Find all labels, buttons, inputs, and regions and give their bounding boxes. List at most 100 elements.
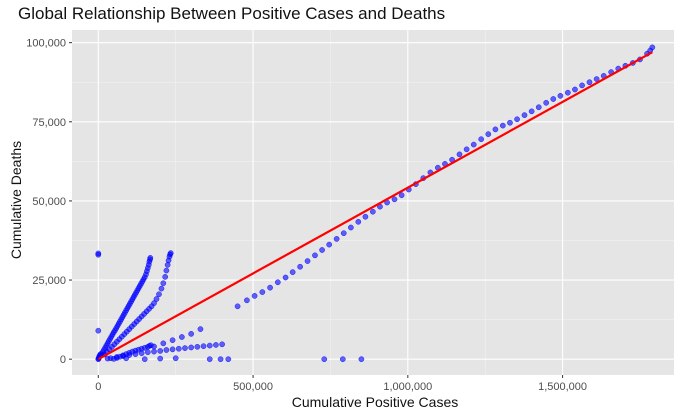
data-point [213, 342, 219, 348]
data-point [156, 291, 162, 298]
data-point [157, 348, 164, 354]
data-point [362, 213, 369, 220]
data-point [348, 224, 354, 231]
data-point [169, 346, 176, 353]
data-point [114, 354, 120, 360]
data-point [151, 343, 157, 350]
data-point [514, 116, 520, 123]
data-point [132, 351, 139, 357]
x-tick-label: 1,500,000 [538, 381, 587, 393]
data-point [162, 274, 169, 280]
data-point [172, 355, 179, 362]
y-tick-label: 25,000 [32, 275, 66, 287]
data-point [104, 355, 111, 362]
data-point [188, 344, 195, 351]
data-point [160, 280, 167, 287]
data-point [485, 131, 492, 137]
data-point [528, 108, 535, 115]
data-point [274, 279, 281, 286]
data-point [369, 208, 376, 215]
data-point [95, 250, 102, 257]
data-point [197, 326, 204, 332]
data-point [267, 284, 273, 291]
data-point [259, 289, 266, 295]
data-point [188, 331, 195, 337]
data-point [521, 112, 528, 118]
data-point [326, 241, 333, 248]
data-point [507, 119, 513, 126]
data-point [147, 255, 154, 261]
data-point [535, 104, 542, 111]
data-point [163, 267, 170, 274]
data-point [456, 151, 463, 158]
data-point [144, 349, 151, 356]
data-point [355, 218, 362, 225]
data-point [123, 355, 130, 362]
data-point [312, 252, 318, 259]
data-point [151, 348, 157, 355]
data-point [141, 356, 148, 363]
major-gridlines [72, 30, 674, 375]
data-point [470, 141, 477, 148]
data-point [499, 122, 506, 129]
data-point [138, 350, 145, 357]
data-point [234, 303, 241, 310]
data-point [157, 355, 164, 362]
data-point [333, 236, 340, 242]
data-point [579, 82, 585, 89]
data-point [95, 327, 102, 334]
data-point [321, 356, 328, 363]
data-point [297, 263, 303, 270]
data-point [158, 285, 165, 292]
data-point [557, 92, 564, 99]
data-point [289, 269, 296, 275]
x-tick-label: 1,000,000 [383, 381, 432, 393]
data-point [593, 76, 600, 82]
data-point [564, 89, 571, 96]
data-point [179, 334, 185, 340]
data-point [478, 136, 485, 143]
y-axis: 0 25,000 50,000 75,000 100,000 [26, 38, 72, 366]
y-tick-label: 0 [60, 354, 66, 366]
data-point [169, 337, 176, 344]
y-tick-label: 75,000 [32, 117, 66, 129]
data-point [206, 342, 213, 349]
data-point [151, 300, 157, 307]
data-point [340, 230, 347, 237]
data-point [391, 196, 398, 203]
data-point [463, 146, 470, 153]
y-axis-label: Cumulative Deaths [8, 140, 24, 260]
data-point [649, 44, 656, 51]
data-point [219, 341, 225, 348]
x-axis-label: Cumulative Positive Cases [291, 394, 459, 410]
x-tick-label: 500,000 [233, 381, 273, 393]
data-point [244, 297, 250, 304]
data-point [358, 356, 365, 363]
data-point [175, 345, 182, 352]
data-point [251, 293, 258, 299]
data-point [194, 343, 201, 350]
data-point [163, 347, 170, 353]
data-point [225, 356, 232, 363]
data-point [153, 296, 160, 302]
data-point [319, 247, 325, 253]
data-point [339, 356, 346, 363]
chart-title: Global Relationship Between Positive Cas… [18, 4, 446, 23]
data-point [492, 126, 499, 133]
data-point [200, 343, 207, 350]
data-point [398, 192, 405, 199]
trend-line [97, 51, 653, 361]
data-point [182, 345, 188, 351]
data-point [160, 340, 167, 347]
data-point [304, 258, 311, 264]
data-point [217, 356, 224, 363]
y-tick-label: 100,000 [26, 38, 66, 50]
data-point [282, 274, 289, 281]
data-point [206, 356, 213, 363]
data-point [572, 86, 578, 93]
data-point [167, 250, 174, 256]
data-point [543, 99, 550, 106]
data-point [586, 79, 593, 86]
